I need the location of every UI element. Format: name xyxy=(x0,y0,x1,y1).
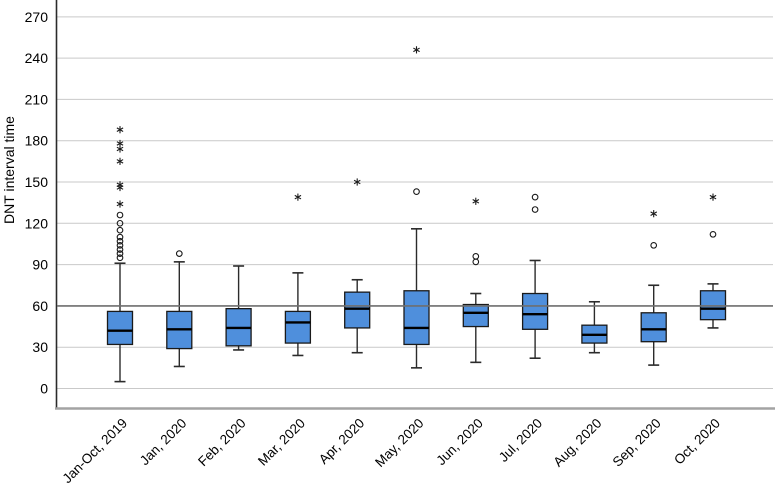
star-stroke xyxy=(709,194,717,200)
extreme-star xyxy=(116,157,124,165)
medians-and-outliers xyxy=(107,46,726,337)
y-tick-label: 60 xyxy=(32,298,48,314)
extreme-star xyxy=(413,46,420,54)
star-stroke xyxy=(116,159,124,164)
box-rect xyxy=(284,310,312,344)
box-rect xyxy=(106,310,134,346)
y-tick-label: 270 xyxy=(25,9,49,25)
outlier-circle xyxy=(116,250,124,257)
box-2 xyxy=(225,265,252,351)
x-tick-label: Jul, 2020 xyxy=(496,416,545,465)
outlier-circle xyxy=(116,226,124,234)
axes xyxy=(55,0,775,410)
extreme-star xyxy=(353,178,361,186)
box-9 xyxy=(640,284,667,366)
box-series xyxy=(106,228,727,383)
extreme-star xyxy=(116,139,124,148)
outlier-circle xyxy=(116,254,124,262)
box-3 xyxy=(284,272,312,357)
star-stroke xyxy=(413,47,420,53)
outlier-circle xyxy=(531,206,539,213)
extreme-star xyxy=(294,193,302,201)
box-8 xyxy=(581,300,608,354)
star-stroke xyxy=(116,201,124,207)
x-tick-label: May, 2020 xyxy=(372,416,426,470)
outlier-circle xyxy=(116,211,124,219)
star-stroke xyxy=(116,182,124,188)
box-6 xyxy=(462,292,489,364)
x-tick-label: Jun, 2020 xyxy=(433,416,486,469)
box-rect xyxy=(462,303,489,328)
outlier-circle xyxy=(472,252,480,260)
box-rect xyxy=(521,292,549,330)
y-tick-label: 0 xyxy=(40,381,48,397)
outlier-circle xyxy=(650,241,658,249)
star-stroke xyxy=(294,194,302,200)
outlier-circle xyxy=(116,233,124,241)
star-stroke xyxy=(650,211,658,216)
x-tick-label: Mar, 2020 xyxy=(255,416,308,469)
box-1 xyxy=(166,261,193,368)
extreme-star xyxy=(116,200,124,208)
extreme-star xyxy=(709,193,717,201)
outlier-circle xyxy=(175,250,183,257)
box-5 xyxy=(403,228,430,369)
y-tick-label: 180 xyxy=(25,133,49,149)
extreme-star xyxy=(116,181,124,189)
x-tick-label: Feb, 2020 xyxy=(195,416,249,470)
box-7 xyxy=(521,259,549,360)
box-4 xyxy=(344,278,371,354)
star-stroke xyxy=(116,146,124,152)
outlier-circle xyxy=(413,188,420,195)
outlier-circle xyxy=(709,230,717,238)
outlier-circle xyxy=(116,241,124,249)
box-rect xyxy=(344,291,371,329)
y-tick-label: 30 xyxy=(32,339,48,355)
x-tick-label: Apr, 2020 xyxy=(316,416,367,467)
star-stroke xyxy=(116,141,124,146)
y-tick-label: 240 xyxy=(25,50,49,66)
star-stroke xyxy=(116,127,124,132)
extreme-star xyxy=(650,210,658,218)
y-tick-label: 90 xyxy=(32,257,48,273)
outlier-circle xyxy=(472,258,480,266)
axis-labels: 0 30 60 90 120 150 180 210 240 270 Jan-Oct, 2019 Ja… xyxy=(25,9,723,486)
y-tick-label: 210 xyxy=(25,91,49,107)
outlier-circle xyxy=(116,237,124,245)
extreme-star xyxy=(116,126,124,134)
x-tick-label: Oct, 2020 xyxy=(671,416,723,468)
x-tick-label: Aug, 2020 xyxy=(550,416,604,470)
x-tick-label: Jan-Oct, 2019 xyxy=(60,416,131,487)
y-tick-label: 150 xyxy=(25,174,49,190)
extreme-star xyxy=(472,197,480,205)
star-stroke xyxy=(353,179,361,185)
box-rect xyxy=(403,290,430,346)
box-rect xyxy=(640,312,667,343)
star-stroke xyxy=(472,199,480,204)
outlier-circle xyxy=(116,219,124,227)
x-tick-label: Sep, 2020 xyxy=(610,416,664,470)
y-tick-label: 120 xyxy=(25,215,49,231)
outlier-circle xyxy=(531,193,539,201)
outlier-circle xyxy=(116,246,124,253)
box-0 xyxy=(106,262,134,383)
y-axis-title: DNT interval time xyxy=(1,116,17,224)
x-tick-label: Jan, 2020 xyxy=(137,416,190,469)
